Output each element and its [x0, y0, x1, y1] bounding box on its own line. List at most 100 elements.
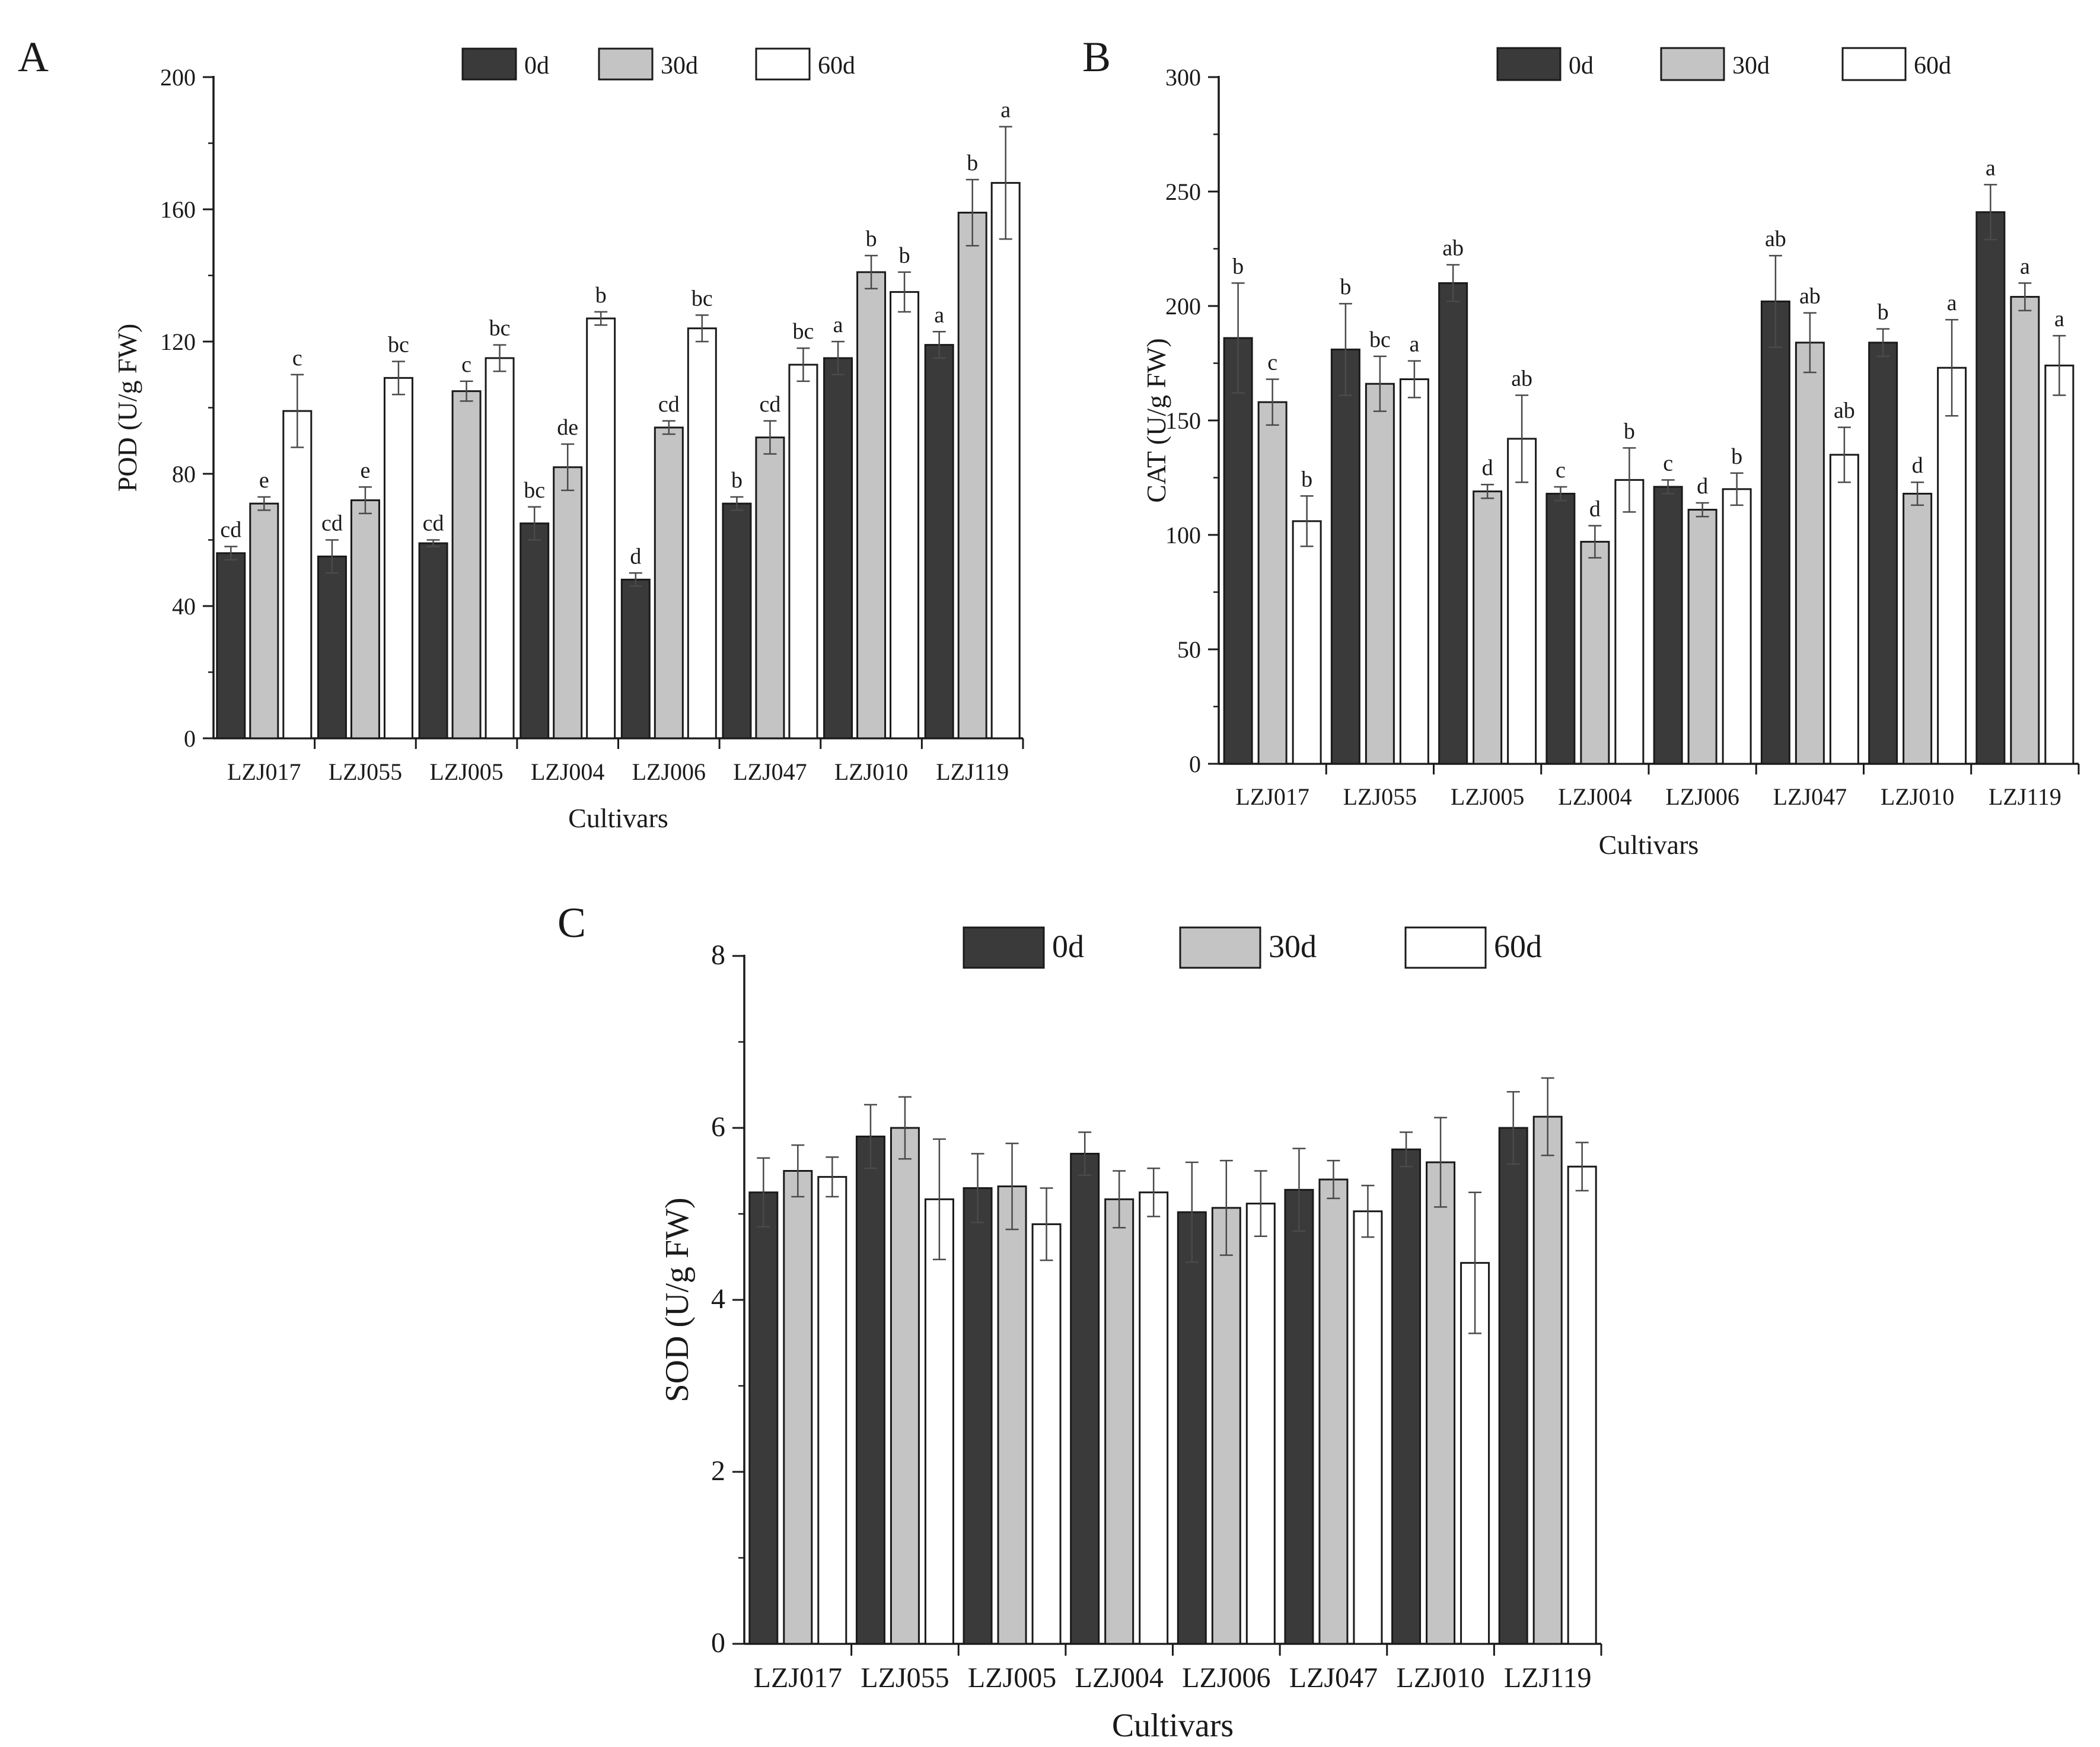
significance-label-b: bc — [1369, 327, 1391, 352]
significance-label-b: ab — [1511, 366, 1532, 391]
bar-a-60d-LZJ005 — [485, 357, 515, 739]
x-tick-label-c: LZJ047 — [1289, 1662, 1378, 1694]
y-tick-label-b: 150 — [1165, 407, 1201, 434]
x-tick-label-b: LZJ004 — [1558, 783, 1631, 810]
bar-a-0d-LZJ004 — [520, 522, 550, 739]
bar-b-0d-LZJ047 — [1760, 300, 1790, 765]
bar-c-60d-LZJ047 — [1353, 1210, 1383, 1645]
y-axis-title-b: CAT (U/g FW) — [1141, 338, 1171, 503]
bar-a-0d-LZJ055 — [317, 555, 347, 739]
legend-swatch-b-60d — [1841, 47, 1907, 81]
legend-swatch-c-30d — [1179, 926, 1261, 969]
bar-b-0d-LZJ119 — [1975, 211, 2006, 765]
panel-letter-a: A — [18, 33, 49, 81]
bar-a-60d-LZJ055 — [383, 377, 413, 739]
significance-label-a: cd — [760, 392, 781, 417]
significance-label-b: c — [1267, 350, 1277, 375]
legend-label-a-60d: 60d — [818, 52, 855, 79]
bar-b-30d-LZJ119 — [2010, 296, 2040, 765]
chart-panel-c: C 0 2 4 6 8 LZJ017 LZJ055 LZJ005 LZJ004 LZJ006 LZJ0… — [557, 899, 1602, 1744]
y-tick-label-b: 0 — [1189, 751, 1201, 777]
bar-b-0d-LZJ010 — [1868, 342, 1898, 765]
significance-label-a: c — [461, 352, 471, 377]
bar-a-30d-LZJ006 — [654, 426, 684, 739]
x-tick-label-a: LZJ005 — [429, 758, 503, 785]
x-tick-label-a: LZJ055 — [329, 758, 402, 785]
legend-label-b-60d: 60d — [1914, 52, 1951, 79]
legend-label-b-0d: 0d — [1569, 52, 1594, 79]
x-tick-label-c: LZJ119 — [1504, 1662, 1592, 1694]
significance-label-b: b — [1301, 467, 1312, 492]
significance-label-b: d — [1697, 474, 1708, 499]
bar-a-30d-LZJ017 — [249, 502, 279, 739]
bar-c-30d-LZJ004 — [1104, 1198, 1135, 1645]
significance-label-b: d — [1589, 497, 1601, 522]
x-axis-title-b: Cultivars — [1599, 830, 1699, 860]
significance-label-a: bc — [691, 286, 713, 311]
bar-a-60d-LZJ047 — [788, 364, 818, 739]
bar-c-60d-LZJ006 — [1245, 1203, 1276, 1645]
x-tick-label-b: LZJ119 — [1989, 783, 2061, 810]
x-tick-label-c: LZJ004 — [1075, 1662, 1164, 1694]
significance-label-a: c — [292, 346, 302, 371]
bar-c-30d-LZJ047 — [1318, 1178, 1349, 1645]
bar-c-0d-LZJ006 — [1177, 1211, 1207, 1645]
bar-b-30d-LZJ017 — [1257, 401, 1288, 765]
bar-b-60d-LZJ055 — [1399, 378, 1429, 765]
significance-label-a: b — [899, 243, 910, 268]
significance-label-b: a — [1986, 155, 1996, 180]
bar-c-0d-LZJ047 — [1284, 1188, 1314, 1645]
bar-a-30d-LZJ010 — [856, 271, 887, 739]
legend-swatch-a-30d — [598, 47, 654, 81]
significance-label-a: b — [731, 468, 743, 493]
bar-c-30d-LZJ055 — [890, 1127, 920, 1645]
y-tick-label-b: 100 — [1165, 522, 1201, 549]
y-tick-label-c: 6 — [711, 1111, 725, 1143]
bar-c-60d-LZJ119 — [1567, 1165, 1597, 1645]
significance-label-b: b — [1624, 419, 1635, 444]
bar-b-30d-LZJ004 — [1580, 541, 1610, 765]
bar-b-0d-LZJ055 — [1330, 348, 1360, 765]
legend-swatch-a-0d — [461, 47, 517, 81]
y-tick-label-a: 80 — [172, 461, 196, 487]
bar-c-0d-LZJ017 — [748, 1191, 779, 1645]
y-tick-label-b: 50 — [1177, 636, 1201, 663]
bar-c-30d-LZJ119 — [1532, 1115, 1563, 1645]
significance-label-a: d — [630, 544, 641, 569]
y-tick-label-a: 160 — [160, 196, 196, 223]
legend-label-c-30d: 30d — [1269, 929, 1317, 964]
significance-label-a: bc — [524, 478, 545, 503]
bar-a-60d-LZJ006 — [687, 327, 717, 739]
bar-c-60d-LZJ055 — [924, 1198, 954, 1645]
x-tick-label-b: LZJ010 — [1881, 783, 1954, 810]
bar-a-0d-LZJ010 — [823, 357, 853, 739]
y-axis-title-a: POD (U/g FW) — [112, 324, 142, 492]
bar-b-60d-LZJ010 — [1937, 366, 1967, 765]
bar-a-0d-LZJ005 — [418, 542, 448, 739]
significance-label-a: bc — [388, 332, 409, 357]
significance-label-a: e — [259, 468, 269, 493]
bar-c-30d-LZJ006 — [1211, 1207, 1241, 1645]
significance-label-b: a — [2020, 254, 2030, 279]
x-axis-title-a: Cultivars — [568, 803, 668, 833]
significance-label-a: b — [595, 283, 607, 308]
bar-a-0d-LZJ119 — [924, 344, 954, 739]
bar-c-60d-LZJ017 — [817, 1176, 847, 1645]
x-tick-label-c: LZJ017 — [754, 1662, 842, 1694]
x-tick-label-c: LZJ005 — [968, 1662, 1056, 1694]
x-tick-label-b: LZJ017 — [1235, 783, 1309, 810]
x-tick-label-a: LZJ006 — [632, 758, 706, 785]
bar-c-0d-LZJ055 — [855, 1136, 885, 1645]
significance-label-b: a — [1947, 291, 1957, 315]
bar-a-60d-LZJ119 — [990, 181, 1021, 739]
bar-b-60d-LZJ017 — [1292, 520, 1322, 765]
significance-label-a: e — [361, 458, 371, 483]
bar-b-60d-LZJ005 — [1507, 438, 1537, 765]
chart-panel-a: A04080120160200LZJ017cdecLZJ055cdebcLZJ0… — [18, 33, 1024, 833]
significance-label-a: cd — [423, 511, 444, 536]
bar-b-30d-LZJ006 — [1687, 509, 1717, 765]
bar-c-0d-LZJ004 — [1070, 1153, 1100, 1645]
y-tick-label-a: 40 — [172, 593, 196, 620]
bar-b-60d-LZJ004 — [1614, 479, 1645, 765]
x-tick-label-b: LZJ055 — [1343, 783, 1417, 810]
